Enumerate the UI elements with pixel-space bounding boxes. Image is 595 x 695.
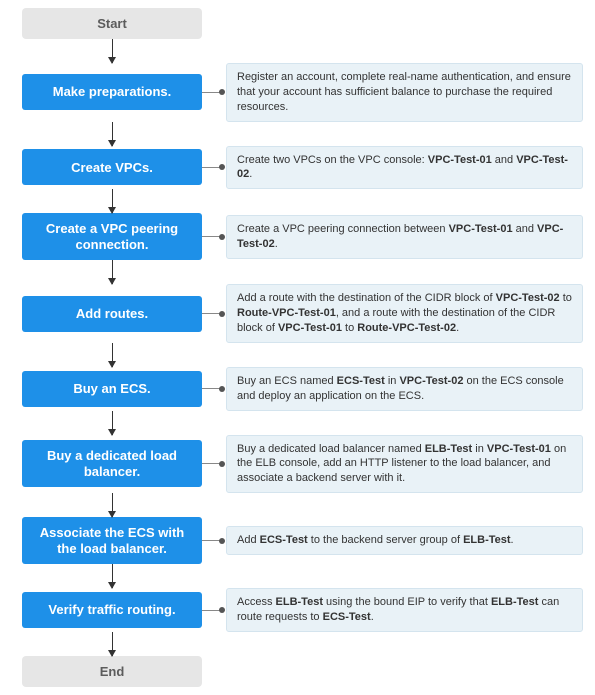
desc-verify: Access ELB-Test using the bound EIP to v… bbox=[226, 588, 583, 632]
step-add-routes: Add routes. bbox=[22, 296, 202, 332]
step-buy-elb: Buy a dedicated load balancer. bbox=[22, 440, 202, 487]
step-row: Buy a dedicated load balancer. Buy a ded… bbox=[12, 435, 583, 494]
step-row: Create VPCs. Create two VPCs on the VPC … bbox=[12, 146, 583, 190]
connector bbox=[202, 540, 222, 541]
step-row: Verify traffic routing. Access ELB-Test … bbox=[12, 588, 583, 632]
desc-add-routes: Add a route with the destination of the … bbox=[226, 284, 583, 343]
desc-buy-elb: Buy a dedicated load balancer named ELB-… bbox=[226, 435, 583, 494]
arrow bbox=[12, 189, 212, 213]
step-row: Create a VPC peering connection. Create … bbox=[12, 213, 583, 260]
step-row: Associate the ECS with the load balancer… bbox=[12, 517, 583, 564]
arrow bbox=[12, 39, 212, 63]
desc-buy-ecs: Buy an ECS named ECS-Test in VPC-Test-02… bbox=[226, 367, 583, 411]
step-row: Add routes. Add a route with the destina… bbox=[12, 284, 583, 343]
connector bbox=[202, 236, 222, 237]
step-associate-ecs: Associate the ECS with the load balancer… bbox=[22, 517, 202, 564]
desc-create-peering: Create a VPC peering connection between … bbox=[226, 215, 583, 259]
step-buy-ecs: Buy an ECS. bbox=[22, 371, 202, 407]
arrow bbox=[12, 411, 212, 435]
connector bbox=[202, 313, 222, 314]
connector bbox=[202, 167, 222, 168]
step-row: Buy an ECS. Buy an ECS named ECS-Test in… bbox=[12, 367, 583, 411]
arrow bbox=[12, 260, 212, 284]
desc-associate-ecs: Add ECS-Test to the backend server group… bbox=[226, 526, 583, 555]
end-node: End bbox=[22, 656, 202, 687]
flowchart: Start Make preparations. Register an acc… bbox=[12, 8, 583, 687]
connector bbox=[202, 92, 222, 93]
desc-make-preparations: Register an account, complete real-name … bbox=[226, 63, 583, 122]
connector bbox=[202, 463, 222, 464]
arrow bbox=[12, 564, 212, 588]
step-make-preparations: Make preparations. bbox=[22, 74, 202, 110]
arrow bbox=[12, 493, 212, 517]
step-create-peering: Create a VPC peering connection. bbox=[22, 213, 202, 260]
connector bbox=[202, 388, 222, 389]
arrow bbox=[12, 632, 212, 656]
start-node: Start bbox=[22, 8, 202, 39]
step-row: Make preparations. Register an account, … bbox=[12, 63, 583, 122]
step-verify: Verify traffic routing. bbox=[22, 592, 202, 628]
arrow bbox=[12, 122, 212, 146]
arrow bbox=[12, 343, 212, 367]
connector bbox=[202, 610, 222, 611]
desc-create-vpcs: Create two VPCs on the VPC console: VPC-… bbox=[226, 146, 583, 190]
step-create-vpcs: Create VPCs. bbox=[22, 149, 202, 185]
